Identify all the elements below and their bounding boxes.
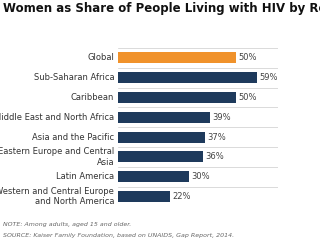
Text: 22%: 22% [172, 192, 190, 201]
Bar [118, 112, 210, 123]
Bar [118, 151, 203, 162]
Text: 30%: 30% [191, 172, 210, 181]
Bar [118, 72, 257, 83]
Text: SOURCE: Kaiser Family Foundation, based on UNAIDS, Gap Report, 2014.: SOURCE: Kaiser Family Foundation, based … [3, 233, 234, 238]
Bar [118, 132, 205, 143]
Text: 39%: 39% [212, 113, 231, 122]
Bar [118, 53, 236, 63]
Text: 37%: 37% [207, 132, 226, 142]
Bar [118, 171, 189, 182]
Text: 36%: 36% [205, 152, 224, 162]
Bar [118, 191, 170, 202]
Text: Women as Share of People Living with HIV by Region, 2013: Women as Share of People Living with HIV… [3, 2, 320, 15]
Text: NOTE: Among adults, aged 15 and older.: NOTE: Among adults, aged 15 and older. [3, 222, 132, 227]
Text: 50%: 50% [238, 93, 256, 102]
Text: 59%: 59% [259, 73, 278, 82]
Bar [118, 92, 236, 103]
Text: 50%: 50% [238, 54, 256, 62]
